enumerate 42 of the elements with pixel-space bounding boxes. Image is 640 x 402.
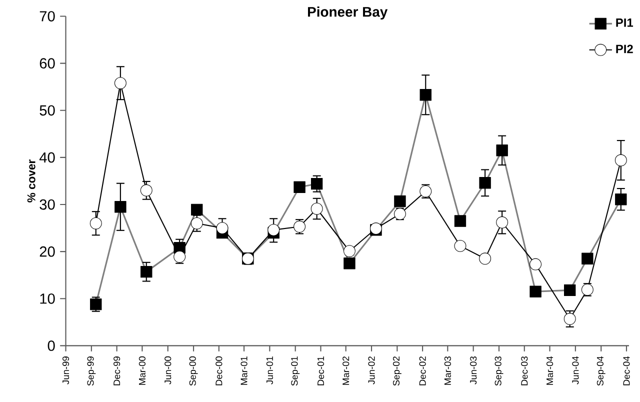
x-tick-label: Sep-01 — [291, 356, 300, 386]
x-tick-label: Dec-04 — [623, 356, 630, 386]
y-tick-label: 30 — [40, 200, 55, 210]
x-tick-label: Mar-02 — [342, 356, 350, 386]
x-tick-label: Jun-01 — [266, 356, 273, 385]
x-tick-label: Sep-03 — [494, 356, 504, 386]
y-tick-label: 10 — [40, 294, 55, 304]
x-tick-label: Mar-01 — [240, 356, 248, 386]
x-tick-label: Mar-00 — [138, 356, 146, 386]
y-tick-label: 40 — [39, 152, 55, 163]
x-tick-label: Sep-00 — [189, 356, 198, 386]
legend-label: PI1 — [616, 18, 634, 28]
x-tick-label: Dec-00 — [216, 356, 222, 386]
x-tick-label: Mar-04 — [546, 356, 554, 386]
x-tick-label: Sep-04 — [596, 356, 606, 386]
x-tick-label: Jun-00 — [164, 356, 172, 385]
x-tick-label: Dec-99 — [114, 356, 120, 386]
y-axis-title: % cover — [27, 160, 36, 203]
x-tick-label: Sep-99 — [87, 356, 96, 386]
x-tick-label: Dec-02 — [419, 356, 426, 386]
x-tick-label: Jun-99 — [62, 356, 70, 385]
y-tick-label: 60 — [40, 58, 55, 69]
x-tick-label: Dec-01 — [317, 356, 324, 386]
point — [268, 224, 280, 236]
point — [174, 251, 186, 263]
point — [496, 216, 508, 229]
y-tick-label: 50 — [40, 105, 55, 116]
y-tick-label: 0 — [48, 340, 55, 352]
point — [190, 218, 203, 230]
y-tick-label: 70 — [40, 11, 55, 22]
x-tick-label: Mar-03 — [444, 356, 451, 386]
chart-title: Pioneer Bay — [308, 6, 388, 20]
x-tick-label: Dec-03 — [521, 356, 528, 386]
point — [216, 222, 228, 234]
legend-label: PI2 — [616, 44, 633, 54]
point — [310, 203, 323, 215]
x-tick-label: Sep-02 — [392, 356, 402, 386]
point — [564, 313, 576, 326]
x-tick-label: Jun-02 — [368, 356, 375, 385]
y-tick-label: 20 — [40, 246, 55, 258]
x-tick-label: Jun-04 — [572, 356, 579, 385]
x-tick-label: Jun-03 — [470, 356, 477, 385]
